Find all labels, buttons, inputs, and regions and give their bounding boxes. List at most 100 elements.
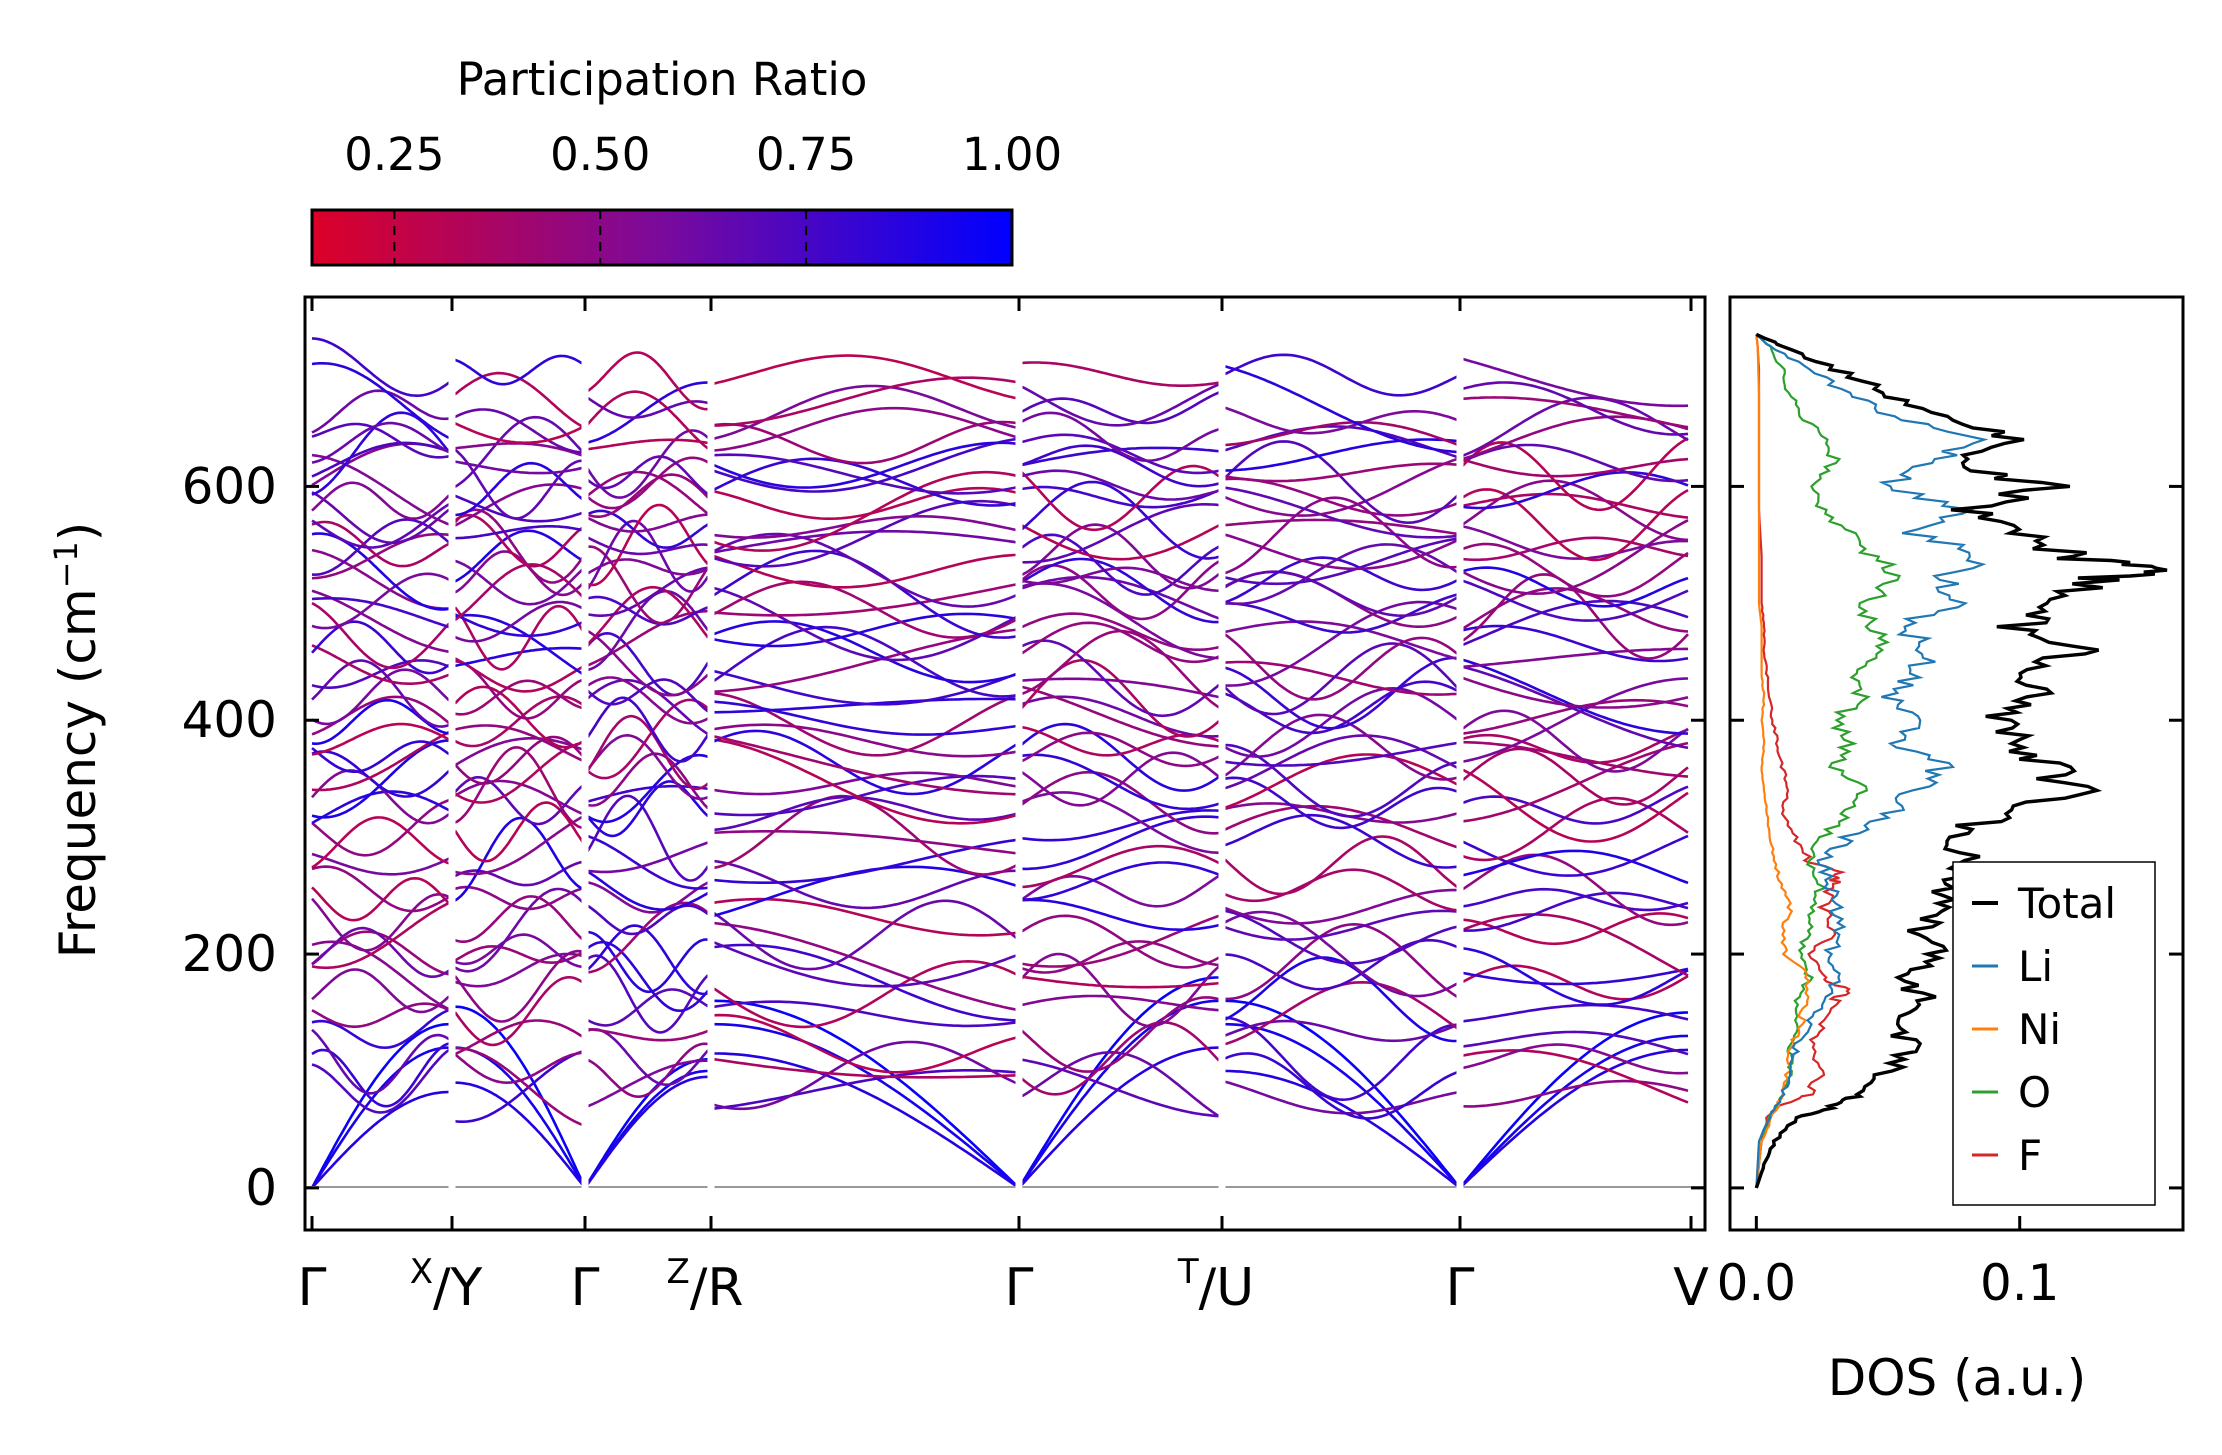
optical-branch [584,589,710,672]
optical-branch [1224,909,1461,965]
colorbar-title: Participation Ratio [457,53,868,106]
optical-branch [1224,425,1461,460]
optical-branch [311,799,450,857]
optical-branch [1224,938,1461,991]
optical-branch [583,794,710,882]
optical-branch [713,735,1020,796]
optical-branch [454,660,586,720]
optical-branch [1018,975,1220,989]
optical-branch [1018,1020,1220,1096]
optical-branch [1224,868,1461,912]
path-label: T/U [1177,1252,1254,1318]
optical-branch [1018,898,1220,931]
colorbar-tick-label: 0.25 [344,128,444,181]
optical-branch [713,499,1020,568]
colorbar-tick-label: 1.00 [962,128,1062,181]
optical-branch [1459,524,1689,560]
optical-branch [1018,677,1220,699]
optical-branch [311,411,451,496]
optical-branch [1459,1049,1689,1104]
optical-branch [1018,844,1220,889]
optical-branch [583,714,709,791]
optical-branch [584,455,709,496]
optical-branch [454,887,586,973]
optical-branch [584,585,710,648]
optical-branch [454,422,586,445]
optical-branch [584,868,709,911]
acoustic-branch [1018,1046,1220,1189]
optical-branch [1224,456,1461,517]
optical-branch [1018,575,1220,620]
optical-branch [1224,776,1461,830]
optical-branch [584,503,709,587]
legend-label: Ni [2018,1005,2061,1054]
optical-branch [1224,656,1461,730]
optical-branch [454,814,586,876]
optical-branch [1459,566,1689,608]
optical-branch [584,1059,708,1109]
dos-frame [1728,295,2185,1232]
optical-branch [1459,946,1689,1006]
optical-branch [1224,888,1461,925]
dos-x-tick-label: 0.0 [1717,1254,1797,1312]
optical-branch [454,1051,586,1085]
optical-branch [454,415,586,488]
acoustic-branch [713,999,1020,1189]
optical-branch [1224,486,1461,539]
optical-branch [454,600,586,643]
optical-branch [1459,647,1688,669]
optical-branch [1224,406,1461,435]
optical-branch [1224,600,1461,687]
optical-branch [1224,365,1461,454]
optical-branch [454,679,586,716]
acoustic-branch [583,1058,708,1189]
optical-branch [311,422,450,459]
legend-label: Total [2017,879,2116,928]
optical-branch [454,371,586,430]
optical-branch [1225,922,1461,1001]
optical-branch [1224,713,1461,781]
optical-branch [1459,624,1689,663]
optical-branch [454,737,586,767]
optical-branch [1018,639,1220,718]
optical-branch [454,895,586,943]
y-axis-label-exponent: −1 [47,541,85,588]
optical-branch [713,441,1020,489]
optical-branch [583,696,710,763]
optical-branch [713,1069,1020,1110]
optical-branch [311,1008,450,1050]
optical-branch [713,899,1020,971]
optical-branch [1224,686,1461,758]
acoustic-branch [583,1069,708,1189]
optical-branch [311,518,450,577]
optical-branch [584,509,709,549]
optical-branch [1224,910,1461,998]
optical-branch [1224,462,1461,483]
optical-branch [713,486,1020,520]
optical-branch [1459,578,1689,622]
optical-branch [713,795,1020,832]
optical-branch [1018,791,1220,855]
dispersion-panel: Γ X/Y Γ Z/R Γ T/U Γ V 0 200 400 600 Frequency (cm−… [47,295,1709,1318]
optical-branch [1459,891,1689,932]
path-label: X/Y [410,1252,483,1318]
optical-branch [311,503,450,549]
dos-panel: 0.0 0.1 DOS (a.u.) Total Li Ni OF [1717,295,2185,1407]
optical-branch [311,739,449,819]
optical-branch [1459,542,1689,598]
path-label-to: /Y [433,1258,483,1318]
acoustic-branch [1458,1011,1689,1189]
optical-branch [1224,438,1461,472]
optical-branch [453,976,586,1047]
dos-curve-o [1755,333,1902,1189]
path-label: Γ [298,1258,327,1318]
optical-branch [311,893,450,952]
acoustic-branch [1459,1048,1689,1189]
optical-branch [1224,496,1461,575]
optical-branch [1459,967,1689,986]
optical-branch [454,933,585,969]
optical-branch [1018,391,1220,425]
optical-branch [584,988,709,1027]
optical-branch [1018,751,1220,807]
optical-branch [1018,464,1220,532]
